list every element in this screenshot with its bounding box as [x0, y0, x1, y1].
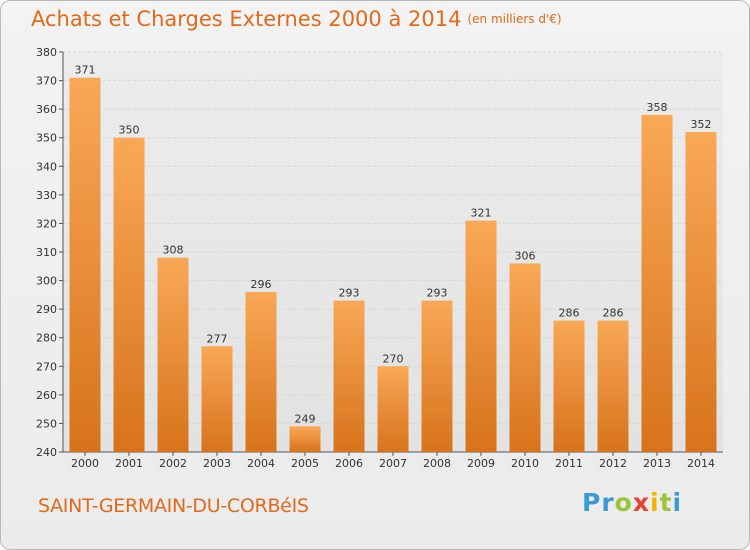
y-tick-label: 240	[36, 446, 57, 459]
bar-value-label: 358	[647, 101, 668, 114]
proxiti-logo[interactable]: Proxiti	[582, 488, 682, 517]
x-tick-label: 2000	[71, 457, 99, 470]
logo-letter: i	[650, 488, 660, 517]
bar-value-label: 306	[515, 249, 536, 262]
chart-unit: (en milliers d'€)	[467, 12, 562, 26]
y-tick-label: 300	[36, 275, 57, 288]
logo-letter: P	[582, 488, 602, 517]
commune-name: SAINT-GERMAIN-DU-CORBéIS	[38, 495, 309, 517]
chart-title-text: Achats et Charges Externes 2000 à 2014	[31, 7, 462, 31]
bar	[465, 220, 497, 452]
bar	[69, 77, 101, 452]
x-tick-label: 2006	[335, 457, 363, 470]
y-tick-label: 250	[36, 417, 57, 430]
bar	[377, 366, 409, 452]
bar	[157, 257, 189, 452]
y-tick-label: 280	[36, 332, 57, 345]
y-tick-label: 310	[36, 246, 57, 259]
bar-value-label: 350	[119, 124, 140, 137]
bar-value-label: 321	[471, 207, 492, 220]
x-tick-label: 2009	[467, 457, 495, 470]
y-tick-label: 330	[36, 189, 57, 202]
y-tick-label: 370	[36, 75, 57, 88]
x-tick-label: 2004	[247, 457, 275, 470]
logo-letter: r	[601, 488, 615, 517]
x-tick-label: 2012	[599, 457, 627, 470]
logo-letter: i	[672, 488, 683, 517]
y-tick-label: 320	[36, 217, 57, 230]
bar	[685, 132, 717, 452]
bar-value-label: 286	[603, 307, 624, 320]
x-tick-label: 2001	[115, 457, 143, 470]
bar	[333, 300, 365, 452]
logo-letter: x	[632, 488, 650, 517]
bar-value-label: 296	[251, 278, 272, 291]
y-tick-label: 360	[36, 103, 57, 116]
x-tick-label: 2014	[687, 457, 715, 470]
bar	[113, 137, 145, 452]
bar	[421, 300, 453, 452]
x-tick-label: 2010	[511, 457, 539, 470]
x-tick-label: 2005	[291, 457, 319, 470]
bar	[201, 346, 233, 452]
y-tick-label: 350	[36, 132, 57, 145]
y-tick-label: 290	[36, 303, 57, 316]
y-tick-label: 270	[36, 360, 57, 373]
x-tick-label: 2013	[643, 457, 671, 470]
bar	[509, 263, 541, 452]
bar	[245, 292, 277, 452]
bar-value-label: 286	[559, 307, 580, 320]
bar-value-label: 293	[339, 287, 360, 300]
y-tick-label: 260	[36, 389, 57, 402]
bar-value-label: 352	[691, 118, 712, 131]
x-tick-label: 2002	[159, 457, 187, 470]
logo-letter: o	[614, 488, 633, 517]
x-tick-label: 2003	[203, 457, 231, 470]
bar	[641, 114, 673, 452]
bar	[289, 426, 321, 452]
bar-value-label: 308	[163, 244, 184, 257]
y-tick-label: 380	[36, 46, 57, 59]
bar	[553, 320, 585, 452]
chart-title: Achats et Charges Externes 2000 à 2014 (e…	[31, 7, 562, 31]
y-tick-label: 340	[36, 160, 57, 173]
x-tick-label: 2007	[379, 457, 407, 470]
bar-value-label: 277	[207, 332, 228, 345]
x-tick-label: 2011	[555, 457, 583, 470]
bar-value-label: 249	[295, 412, 316, 425]
x-tick-label: 2008	[423, 457, 451, 470]
bar-value-label: 293	[427, 287, 448, 300]
bar-value-label: 371	[75, 64, 96, 77]
bar	[597, 320, 629, 452]
bar-value-label: 270	[383, 352, 404, 365]
logo-letter: t	[659, 488, 673, 517]
